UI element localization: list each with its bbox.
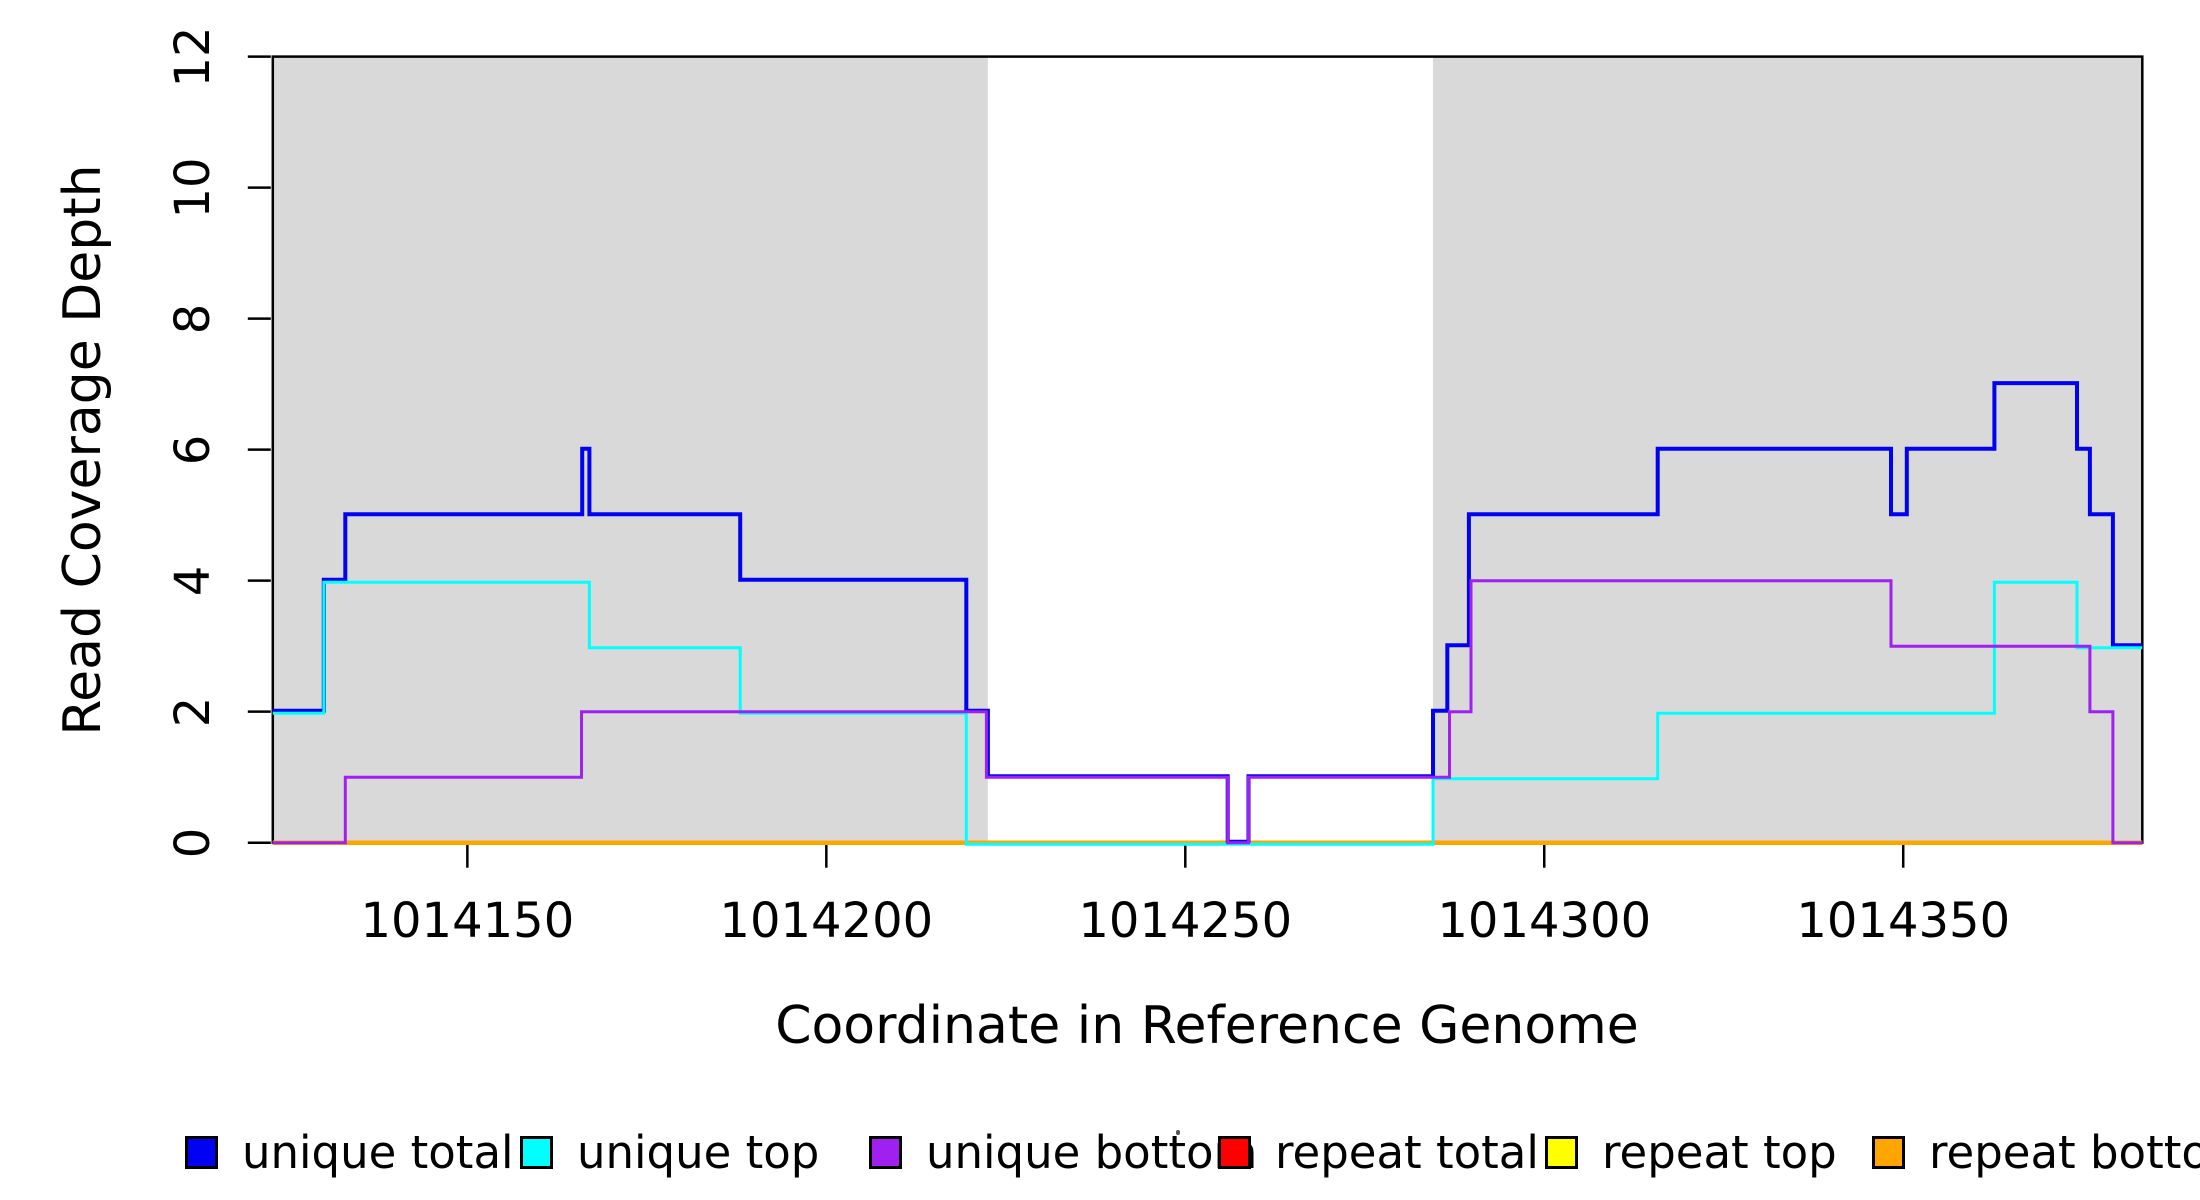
- legend-item-unique-total: unique total: [185, 1125, 514, 1179]
- series-unique-bottom: [272, 579, 2143, 845]
- legend-item-repeat-total: repeat total: [1218, 1125, 1539, 1179]
- y-axis-title: Read Coverage Depth: [53, 164, 113, 736]
- y-tick-label: 10: [165, 157, 221, 219]
- y-tick-label: 12: [165, 26, 221, 88]
- legend-item-repeat-bottom: repeat bottom: [1872, 1125, 2200, 1179]
- x-tick-label: 1014150: [360, 893, 575, 949]
- y-tick-label: 0: [165, 827, 221, 858]
- legend-swatch-icon: [520, 1135, 553, 1169]
- x-tick-label: 1014250: [1078, 893, 1293, 949]
- legend-label: unique total: [242, 1125, 514, 1179]
- legend-swatch-icon: [1218, 1135, 1251, 1169]
- y-tick-label: 2: [165, 696, 221, 727]
- legend-item-unique-top: unique top: [520, 1125, 820, 1179]
- y-tick-label: 4: [165, 565, 221, 596]
- series-unique-total: [272, 381, 2143, 844]
- legend-swatch-icon: [869, 1135, 902, 1169]
- legend-swatch-icon: [1872, 1135, 1905, 1169]
- x-tick-label: 1014200: [719, 893, 934, 949]
- x-tick-label: 1014350: [1796, 893, 2011, 949]
- y-tick-label: 8: [165, 303, 221, 334]
- legend-label: unique bottom: [926, 1125, 1258, 1179]
- legend-label: repeat top: [1602, 1125, 1837, 1179]
- legend-swatch-icon: [185, 1135, 218, 1169]
- y-tick-label: 6: [165, 434, 221, 465]
- legend-item-unique-bottom: unique bottom: [869, 1125, 1258, 1179]
- legend-label: repeat total: [1275, 1125, 1539, 1179]
- x-axis-title: Coordinate in Reference Genome: [775, 996, 1639, 1056]
- legend-label: unique top: [577, 1125, 820, 1179]
- legend-label: repeat bottom: [1929, 1125, 2200, 1179]
- series-unique-top: [272, 580, 2143, 846]
- legend-item-repeat-top: repeat top: [1545, 1125, 1837, 1179]
- stray-mark: [1176, 1130, 1180, 1135]
- x-tick-label: 1014300: [1437, 893, 1652, 949]
- legend-swatch-icon: [1545, 1135, 1578, 1169]
- shaded-region-left: [272, 56, 988, 843]
